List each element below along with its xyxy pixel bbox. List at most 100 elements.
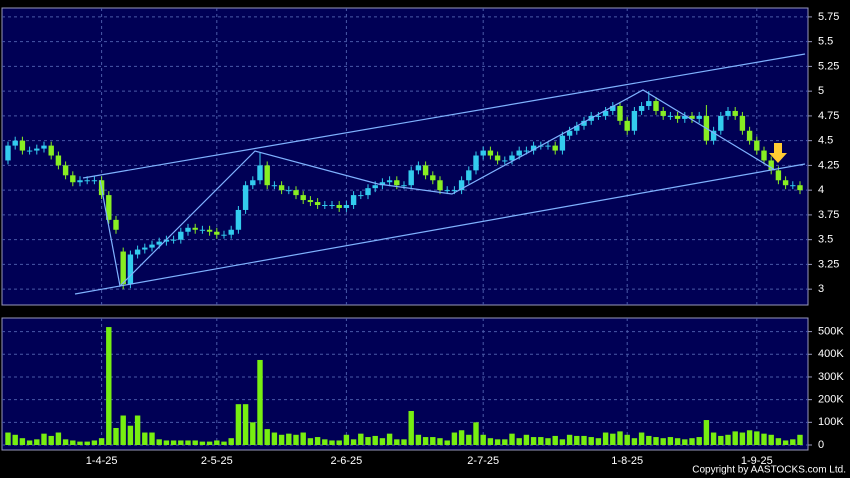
y-tick-label: 5	[818, 85, 824, 97]
candle-body	[696, 115, 702, 119]
candle-body	[689, 115, 695, 119]
volume-bar	[12, 434, 18, 445]
candle-body	[386, 180, 393, 183]
candle-body	[566, 130, 573, 136]
volume-bar	[422, 437, 429, 445]
volume-bar	[163, 440, 170, 445]
candle-body	[466, 170, 472, 181]
volume-bar	[631, 438, 638, 445]
volume-bar	[530, 437, 537, 445]
volume-bar	[667, 437, 674, 445]
volume-bar	[574, 435, 580, 445]
volume-bar	[113, 427, 119, 445]
volume-bar	[41, 433, 47, 445]
candle-body	[343, 205, 350, 208]
volume-bar	[401, 439, 407, 445]
candle-body	[250, 180, 256, 186]
volume-bar	[365, 437, 371, 445]
volume-bar	[415, 434, 422, 445]
volume-bar	[98, 438, 105, 445]
candle-body	[797, 185, 803, 191]
y-tick-label: 500K	[818, 326, 844, 338]
volume-bar	[559, 439, 566, 445]
price-panel	[1, 7, 809, 306]
candle-body	[509, 155, 515, 161]
volume-bar	[782, 440, 789, 445]
volume-bar	[746, 430, 753, 445]
volume-bar	[638, 432, 645, 445]
volume-bar	[725, 434, 731, 445]
volume-bar	[646, 435, 652, 445]
volume-bar	[307, 438, 314, 445]
y-tick-label: 3	[818, 283, 824, 295]
volume-bar	[408, 410, 414, 445]
volume-bar	[710, 432, 717, 445]
candle-body	[782, 180, 789, 186]
candle-body	[300, 195, 306, 201]
candle-body	[156, 241, 162, 245]
y-tick-label: 4	[818, 184, 824, 196]
volume-bar	[545, 438, 551, 445]
candle-body	[286, 190, 292, 192]
x-tick-label: 1-9-25	[741, 455, 773, 467]
volume-bar	[329, 440, 335, 445]
volume-bar	[732, 431, 738, 445]
candle-body	[530, 145, 537, 151]
candle-body	[502, 160, 508, 162]
y-tick-label: 100K	[818, 416, 844, 428]
candle-body	[26, 150, 33, 152]
volume-bar	[581, 435, 587, 445]
candle-body	[41, 145, 47, 149]
volume-bar	[696, 437, 702, 445]
candle-body	[185, 227, 191, 232]
candle-body	[34, 148, 40, 151]
candle-body	[732, 110, 738, 116]
y-tick-label: 300K	[818, 371, 844, 383]
volume-bar	[761, 433, 767, 445]
candle-body	[674, 115, 681, 119]
volume-bar	[228, 438, 234, 445]
x-tick-label: 1-8-25	[611, 455, 643, 467]
volume-bar	[156, 439, 162, 445]
volume-bar	[739, 432, 746, 445]
volume-bar	[566, 434, 573, 445]
candle-body	[329, 205, 335, 207]
volume-bar	[350, 439, 357, 445]
candle-body	[163, 239, 170, 242]
volume-bar	[120, 415, 126, 445]
volume-bar	[206, 441, 213, 445]
volume-bar	[55, 432, 62, 445]
candle-body	[170, 239, 177, 241]
volume-bar	[473, 422, 479, 445]
volume-bar	[487, 438, 494, 445]
volume-bar	[77, 441, 83, 445]
y-tick-label: 4.25	[818, 159, 839, 171]
candle-body	[545, 145, 551, 147]
y-tick-label: 4.75	[818, 110, 839, 122]
candle-body	[106, 195, 112, 220]
volume-bar	[178, 440, 184, 445]
volume-bar	[502, 439, 508, 445]
x-tick-label: 2-7-25	[467, 455, 499, 467]
candle-body	[761, 150, 767, 161]
candle-body	[264, 165, 270, 186]
y-tick-label: 200K	[818, 394, 844, 406]
volume-bar	[257, 359, 263, 445]
y-tick-label: 5.5	[818, 36, 833, 48]
candle-body	[725, 110, 731, 116]
volume-bar	[610, 433, 616, 445]
candle-body	[221, 234, 227, 236]
candle-body	[739, 115, 746, 131]
candle-body	[444, 190, 450, 192]
candle-body	[581, 120, 587, 126]
candle-body	[401, 185, 407, 187]
y-tick-label: 5.25	[818, 60, 839, 72]
candle-body	[62, 165, 69, 176]
candle-body	[19, 140, 26, 151]
candle-body	[379, 182, 386, 186]
candle-body	[516, 150, 522, 156]
volume-bar	[134, 415, 141, 445]
volume-bar	[451, 432, 458, 445]
candle-body	[120, 251, 126, 285]
